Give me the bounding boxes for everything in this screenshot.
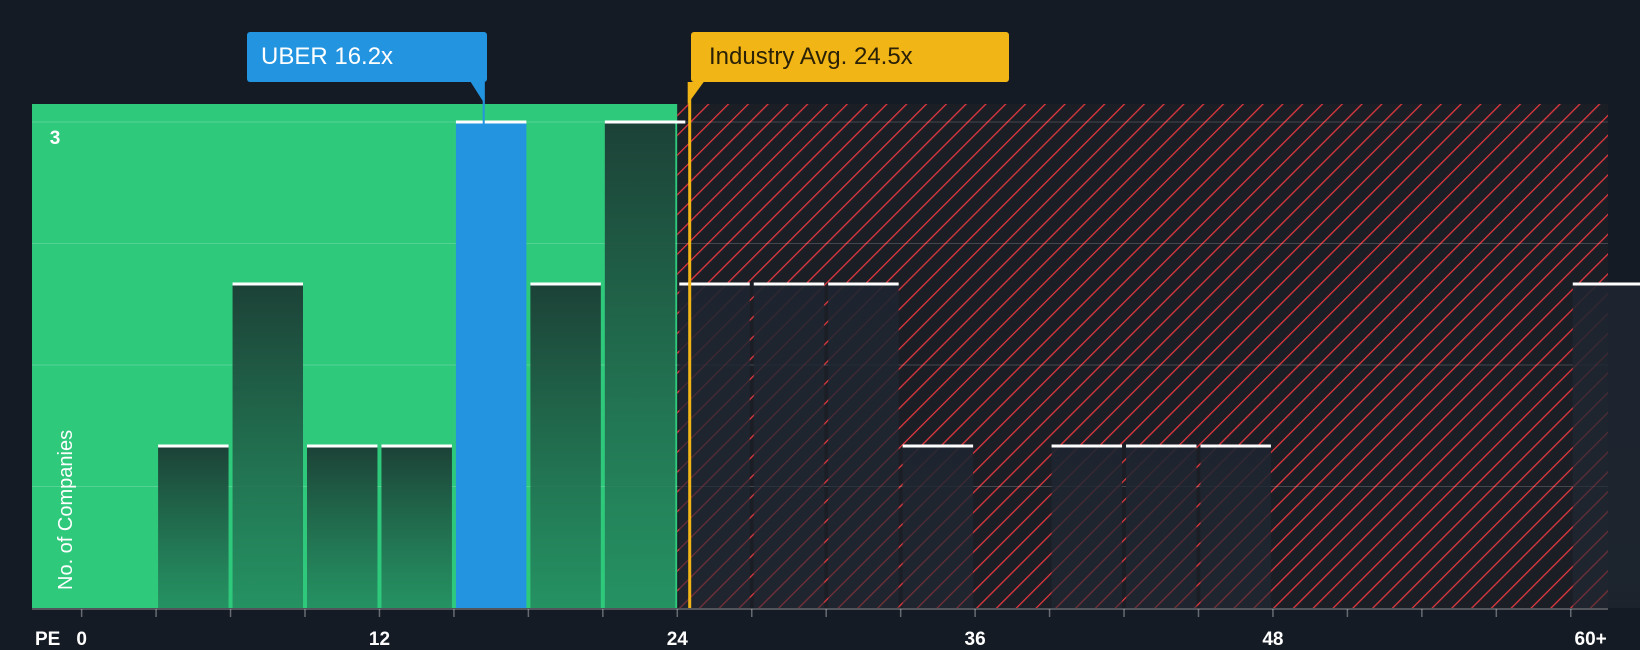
y-tick-label: 3 <box>50 128 61 149</box>
histogram-bar <box>1051 446 1123 608</box>
company-bar <box>455 122 527 608</box>
histogram-bar <box>1200 446 1271 608</box>
x-tick-label: 24 <box>667 629 689 650</box>
histogram-bar <box>1126 446 1197 608</box>
histogram-bar <box>158 446 229 608</box>
x-tick-label: 12 <box>369 629 390 650</box>
histogram-bar <box>530 284 601 608</box>
x-tick-label: 60+ <box>1575 629 1607 650</box>
x-tick-label: 48 <box>1262 629 1283 650</box>
histogram-bar <box>828 284 899 608</box>
histogram-bar <box>381 446 452 608</box>
x-axis-label: PE <box>35 629 60 650</box>
histogram-bar <box>1572 284 1640 608</box>
y-axis-label: No. of Companies <box>55 429 77 590</box>
industry-average-callout: Industry Avg. 24.5x <box>691 32 1009 82</box>
histogram-bar <box>902 446 974 608</box>
company-pointer <box>470 82 485 104</box>
histogram-bar <box>753 284 825 608</box>
company-pe-callout: UBER 16.2x <box>247 32 487 82</box>
histogram-bar <box>232 284 304 608</box>
histogram-bar <box>307 446 378 608</box>
histogram-bar <box>604 122 676 608</box>
x-tick-label: 36 <box>965 629 986 650</box>
x-tick-label: 0 <box>76 629 87 650</box>
industry-pointer <box>687 82 704 104</box>
